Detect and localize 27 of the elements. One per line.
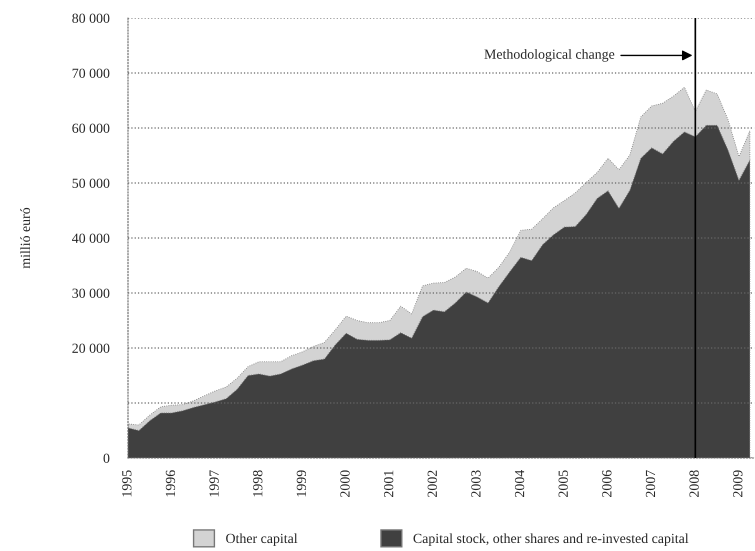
x-tick-label: 1999: [296, 470, 306, 496]
y-tick-label: 50 000: [72, 178, 110, 188]
y-tick-label: 60 000: [72, 124, 110, 133]
ref-line-label: Methodological change: [484, 49, 614, 62]
x-tick-label: 2002: [428, 470, 437, 497]
legend-label: Capital stock, other shares and re-invested capital: [413, 533, 688, 546]
x-tick-label: 2003: [471, 470, 481, 497]
y-tick-label: 70 000: [72, 68, 110, 78]
legend-label: Other capital: [226, 533, 298, 546]
x-tick-label: 1997: [209, 470, 219, 496]
y-axis-title: millió euró: [20, 208, 30, 268]
y-tick-label: 0: [104, 454, 110, 463]
y-tick-label: 40 000: [72, 234, 110, 243]
y-tick-label: 80 000: [72, 14, 110, 23]
x-tick-label: 2008: [689, 470, 699, 497]
x-tick-label: 2004: [514, 470, 524, 497]
x-tick-label: 2006: [602, 470, 612, 497]
y-tick-label: 30 000: [72, 288, 110, 298]
x-tick-label: 1998: [253, 470, 262, 496]
x-tick-label: 1995: [122, 470, 132, 496]
x-tick-label: 1996: [166, 470, 176, 496]
x-tick-label: 2009: [733, 470, 742, 497]
x-tick-label: 2000: [340, 470, 350, 497]
x-tick-label: 2001: [384, 470, 394, 497]
x-tick-label: 2005: [558, 470, 568, 497]
y-tick-label: 20 000: [72, 344, 110, 353]
x-tick-label: 2007: [646, 470, 656, 497]
